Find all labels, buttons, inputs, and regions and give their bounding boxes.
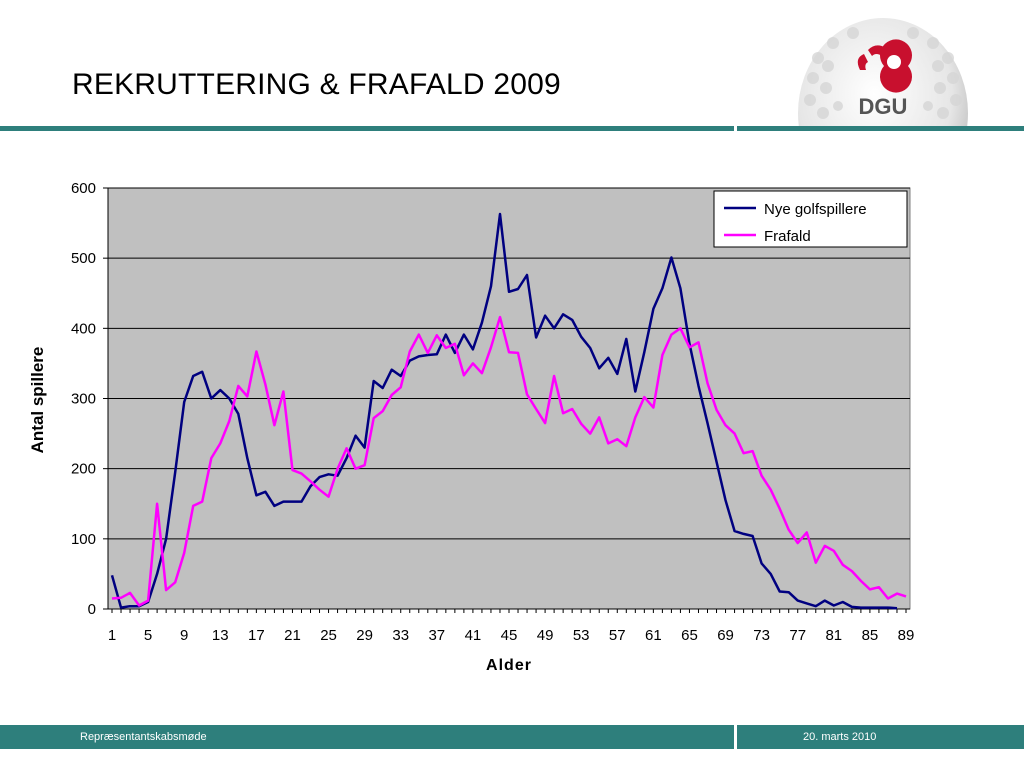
slide-title: REKRUTTERING & FRAFALD 2009 [72,68,561,101]
x-axis-label: Alder [486,657,532,674]
x-tick-label: 1 [108,627,116,644]
logo-text: DGU [859,94,908,119]
x-tick-label: 45 [501,627,518,644]
x-tick-label: 41 [465,627,482,644]
x-tick-label: 9 [180,627,188,644]
y-tick-label: 100 [71,531,96,548]
x-tick-label: 13 [212,627,229,644]
legend-label-nye-golfspillere: Nye golfspillere [764,201,867,218]
grid-lines [107,187,910,610]
x-tick-label: 17 [248,627,265,644]
x-tick-label: 77 [789,627,806,644]
y-tick-label: 0 [88,601,96,618]
y-axis-ticks: 0 100 200 300 400 500 600 [71,180,108,618]
x-tick-label: 5 [144,627,152,644]
series-line-nye-golfspillere [110,212,898,610]
footer-bar: Repræsentantskabsmøde 20. marts 2010 [0,725,1024,749]
y-tick-label: 300 [71,391,96,408]
y-tick-label: 600 [71,180,96,197]
series-layer [110,212,907,610]
x-axis-ticks: 1 5 9 13 17 21 25 29 33 37 41 45 49 53 57 61 65 69 73 77 81 8… [108,609,915,644]
x-tick-label: 65 [681,627,698,644]
dgu-logo: DGU [798,18,968,128]
dgu-emblem-icon [857,39,912,93]
x-tick-label: 89 [898,627,915,644]
line-chart: 0 100 200 300 400 500 600 1 5 9 13 17 21 25 29 33 37 41 4… [0,160,1024,705]
x-tick-label: 81 [825,627,842,644]
golf-ball-icon: DGU [798,18,968,126]
x-tick-label: 33 [392,627,409,644]
legend-box [713,190,908,248]
y-tick-label: 200 [71,461,96,478]
footer-date: 20. marts 2010 [803,731,877,743]
x-tick-label: 29 [356,627,373,644]
x-tick-label: 49 [537,627,554,644]
header-divider [0,126,1024,131]
x-tick-label: 57 [609,627,626,644]
chart-canvas: 0 100 200 300 400 500 600 1 5 9 13 17 21 25 29 33 37 41 4… [28,180,915,674]
y-tick-label: 500 [71,250,96,267]
footer-left-text: Repræsentantskabsmøde [80,731,207,743]
legend: Nye golfspillere Frafald [713,190,908,248]
x-tick-label: 73 [753,627,770,644]
x-tick-label: 61 [645,627,662,644]
y-axis-label: Antal spillere [28,347,47,454]
x-tick-label: 21 [284,627,301,644]
legend-label-frafald: Frafald [764,228,811,245]
series-line-frafald [111,315,907,607]
x-tick-label: 37 [428,627,445,644]
y-tick-label: 400 [71,320,96,337]
x-tick-label: 69 [717,627,734,644]
x-tick-label: 85 [862,627,879,644]
x-tick-label: 25 [320,627,337,644]
x-tick-label: 53 [573,627,590,644]
